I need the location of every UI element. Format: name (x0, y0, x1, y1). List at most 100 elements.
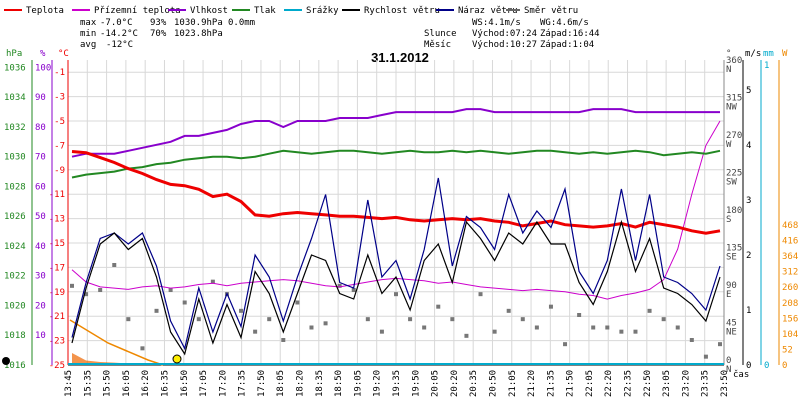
y-tick-label-dir-name: SE (726, 253, 737, 263)
stat-value: WS:4.1m/s (472, 18, 521, 28)
wind-dir-dot (563, 342, 568, 347)
wind-dir-dot (675, 325, 680, 330)
wind-dir-dot (168, 288, 173, 292)
wind-dir-dot (689, 338, 694, 342)
y-tick-label-pressure: 1026 (4, 212, 26, 222)
y-tick-label-rain: 1 (764, 61, 769, 71)
y-tick-label-dir-name: SW (726, 178, 737, 188)
y-tick-label-temp: -25 (49, 361, 65, 371)
wind-dir-dot (112, 263, 117, 267)
y-tick-label-humidity: 20 (35, 301, 46, 311)
y-tick-label-humidity: 50 (35, 212, 46, 222)
wind-dir-dot (365, 317, 370, 322)
wind-dir-dot (239, 308, 244, 313)
y-tick-label-dir-name: S (726, 215, 731, 225)
wind-dir-dot (464, 333, 469, 338)
x-tick-label: 17:35 (238, 370, 248, 397)
series-wind-gust (71, 177, 721, 351)
wind-dir-dot (210, 279, 215, 284)
x-tick-label: 16:35 (160, 370, 170, 397)
y-tick-label-temp: -1 (54, 68, 65, 78)
y-tick-label-wind: 4 (746, 141, 751, 151)
x-tick-label: 20:35 (469, 370, 479, 397)
x-tick-label: 21:50 (566, 370, 576, 397)
x-tick-label: 23:05 (662, 370, 672, 397)
y-tick-label-humidity: 60 (35, 182, 46, 192)
x-tick-label: 19:50 (411, 370, 421, 397)
y-tick-label-temp: -19 (49, 288, 65, 298)
wind-dir-dot (605, 325, 610, 330)
x-tick-label: 18:05 (276, 370, 286, 397)
x-tick-label: 16:05 (122, 370, 132, 397)
legend-label: Přízemní teplota (94, 6, 181, 16)
y-tick-label-pressure: 1018 (4, 331, 26, 341)
x-tick-label: 21:35 (546, 370, 556, 397)
legend-item-rain: Srážky (284, 6, 339, 16)
x-tick-label: 23:50 (720, 370, 730, 397)
x-tick-label: 20:20 (450, 370, 460, 397)
y-tick-label-temp: -3 (54, 93, 65, 103)
y-tick-label-wind: 3 (746, 196, 751, 206)
axis-unit-time: čas (733, 369, 749, 380)
legend-item-humidity: Vlhkost (168, 6, 228, 16)
y-tick-label-dir: 135 (726, 244, 742, 254)
y-tick-label-dir-name: NE (726, 328, 737, 338)
wind-dir-dot (182, 300, 187, 305)
x-tick-label: 17:50 (257, 370, 267, 397)
legend-item-wind-gust: Náraz větru (436, 6, 518, 16)
y-tick-label-dir: 360 (726, 56, 742, 66)
x-tick-label: 21:20 (527, 370, 537, 397)
axis-unit-humidity: % (40, 49, 46, 59)
y-tick-label-solar: 208 (782, 299, 798, 309)
wind-dir-dot (506, 308, 511, 313)
wind-dir-dot (140, 346, 145, 351)
y-tick-label-pressure: 1024 (4, 242, 26, 252)
stat-value: WG:4.6m/s (540, 18, 589, 28)
x-tick-label: 17:05 (199, 370, 209, 397)
y-tick-label-dir-name: N (726, 365, 731, 375)
wind-dir-dot (619, 329, 624, 334)
wind-dir-dot (718, 342, 722, 347)
stat-value: 1030.9hPa (174, 18, 223, 28)
y-tick-label-wind: 1 (746, 306, 751, 316)
axis-unit-temp: °C (58, 49, 69, 59)
axis-unit-solar: W (782, 49, 788, 59)
y-tick-label-dir: 180 (726, 206, 742, 216)
wind-dir-dot (534, 325, 539, 330)
y-tick-label-pressure: 1016 (4, 361, 26, 371)
legend-label: Srážky (306, 6, 339, 16)
y-tick-label-wind: 2 (746, 251, 751, 261)
axis-unit-wind: m/s (745, 49, 761, 59)
y-tick-label-pressure: 1028 (4, 182, 26, 192)
y-tick-label-humidity: 10 (35, 331, 46, 341)
y-tick-label-temp: -23 (49, 337, 65, 347)
y-tick-label-solar: 312 (782, 268, 798, 278)
x-tick-label: 19:20 (373, 370, 383, 397)
wind-dir-dot (548, 304, 553, 309)
y-tick-label-humidity: 80 (35, 123, 46, 133)
wind-dir-dot (281, 338, 286, 342)
axis-unit-pressure: hPa (6, 49, 22, 59)
wind-dir-dot (351, 288, 356, 292)
x-tick-label: 22:05 (585, 370, 595, 397)
y-tick-label-dir-name: W (726, 140, 732, 150)
wind-dir-dot (394, 292, 398, 297)
y-tick-label-humidity: 30 (35, 272, 46, 282)
wind-dir-dot (70, 283, 74, 288)
legend-label: Vlhkost (190, 6, 228, 16)
x-tick-label: 20:50 (488, 370, 498, 397)
legend: Teplota Přízemní teplota Vlhkost Tlak Sr… (4, 6, 578, 16)
wind-dir-dot (422, 325, 427, 330)
x-tick-label: 22:20 (604, 370, 614, 397)
wind-dir-dot (126, 317, 131, 322)
series-pressure (71, 149, 721, 179)
wind-dir-dot (253, 329, 258, 334)
y-tick-label-temp: -7 (54, 141, 65, 151)
y-tick-label-dir: 315 (726, 94, 742, 104)
wind-dir-dot (84, 292, 89, 297)
y-tick-label-dir-name: NW (726, 103, 737, 113)
axis-unit-rain: mm (763, 49, 774, 59)
stats-block: max -7.0°C 93% 1030.9hPa 0.0mm min -14.2… (80, 18, 600, 50)
wind-dir-dot (520, 317, 525, 322)
y-tick-label-pressure: 1032 (4, 123, 26, 133)
